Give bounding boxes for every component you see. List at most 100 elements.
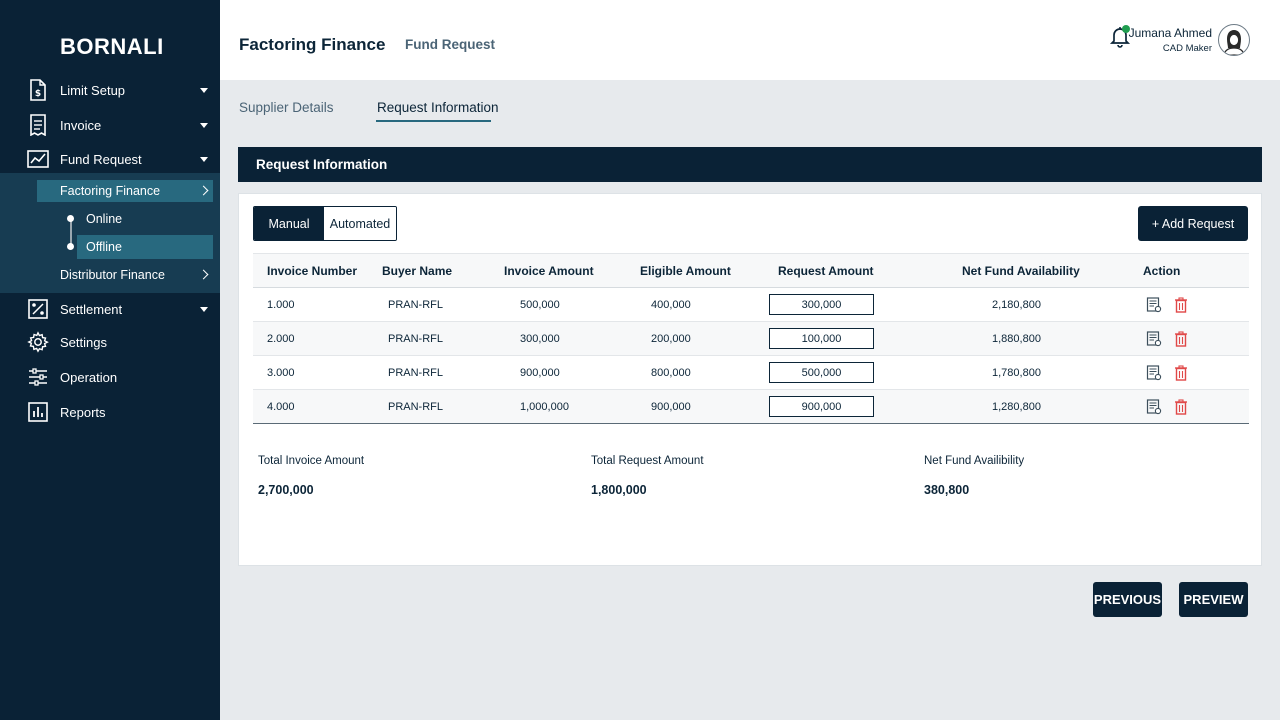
table-row: 2.000 PRAN-RFL 300,000 200,000 100,000 1… xyxy=(253,322,1249,356)
manual-toggle-button[interactable]: Manual xyxy=(254,207,324,240)
table-header: Invoice Number Buyer Name Invoice Amount… xyxy=(253,253,1249,288)
request-amount-input[interactable]: 300,000 xyxy=(769,294,874,315)
preview-button[interactable]: PREVIEW xyxy=(1179,582,1248,617)
sidebar-item-limit-setup[interactable]: $ Limit Setup xyxy=(0,73,220,107)
receipt-icon xyxy=(27,114,49,136)
sidebar-item-label: Operation xyxy=(60,369,118,385)
cell-net-fund: 2,180,800 xyxy=(992,299,1041,311)
svg-text:$: $ xyxy=(35,89,41,99)
sidebar-item-settlement[interactable]: Settlement xyxy=(0,292,220,326)
delete-icon[interactable] xyxy=(1174,399,1188,415)
cell-buyer-name: PRAN-RFL xyxy=(388,299,444,311)
total-invoice-value: 2,700,000 xyxy=(258,483,314,497)
active-tab-indicator xyxy=(376,120,491,122)
sidebar-item-label: Limit Setup xyxy=(60,82,126,98)
sidebar-item-label: Invoice xyxy=(60,117,102,133)
request-panel: Manual Automated + Add Request Invoice N… xyxy=(238,193,1262,566)
sidebar-item-label: Reports xyxy=(60,404,106,420)
tree-node-dot xyxy=(67,215,74,222)
caret-down-icon xyxy=(200,88,208,93)
cell-invoice-amount: 1,000,000 xyxy=(520,401,569,413)
tree-connector xyxy=(70,218,72,246)
cell-buyer-name: PRAN-RFL xyxy=(388,333,444,345)
column-header: Request Amount xyxy=(778,264,874,278)
total-invoice-label: Total Invoice Amount xyxy=(258,455,365,467)
sidebar-leaf-label: Offline xyxy=(86,240,122,254)
gear-icon xyxy=(27,331,49,353)
view-document-icon[interactable] xyxy=(1146,297,1162,313)
sidebar: BORNALI $ Limit Setup Invoice Fund Reque… xyxy=(0,0,220,720)
sidebar-item-offline[interactable]: Offline xyxy=(77,235,213,259)
request-amount-input[interactable]: 500,000 xyxy=(769,362,874,383)
user-name: Jumana Ahmed xyxy=(1128,26,1212,40)
sidebar-subitem-label: Distributor Finance xyxy=(60,268,165,282)
view-document-icon[interactable] xyxy=(1146,331,1162,347)
view-document-icon[interactable] xyxy=(1146,365,1162,381)
cell-invoice-number: 4.000 xyxy=(267,401,295,413)
sidebar-item-invoice[interactable]: Invoice xyxy=(0,108,220,142)
top-header: Factoring Finance Fund Request Jumana Ah… xyxy=(220,0,1280,80)
column-header: Net Fund Availability xyxy=(962,264,1080,278)
delete-icon[interactable] xyxy=(1174,365,1188,381)
percent-box-icon xyxy=(27,298,49,320)
caret-down-icon xyxy=(200,307,208,312)
caret-down-icon xyxy=(200,123,208,128)
total-request-label: Total Request Amount xyxy=(591,455,704,467)
cell-net-fund: 1,280,800 xyxy=(992,401,1041,413)
request-amount-input[interactable]: 900,000 xyxy=(769,396,874,417)
automated-toggle-button[interactable]: Automated xyxy=(324,207,396,240)
tree-node-dot xyxy=(67,243,74,250)
sidebar-item-distributor-finance[interactable]: Distributor Finance xyxy=(37,264,213,286)
chevron-right-icon xyxy=(198,185,209,196)
cell-eligible-amount: 900,000 xyxy=(651,401,691,413)
sliders-icon xyxy=(27,366,49,388)
cell-invoice-amount: 900,000 xyxy=(520,367,560,379)
notification-dot xyxy=(1122,25,1130,33)
section-header: Request Information xyxy=(238,147,1262,182)
sidebar-item-factoring-finance[interactable]: Factoring Finance xyxy=(37,180,213,202)
net-fund-value: 380,800 xyxy=(924,483,970,497)
sidebar-item-settings[interactable]: Settings xyxy=(0,325,220,359)
cell-invoice-number: 3.000 xyxy=(267,367,295,379)
sidebar-subitem-label: Factoring Finance xyxy=(60,184,161,198)
sidebar-item-reports[interactable]: Reports xyxy=(0,395,220,429)
bar-chart-icon xyxy=(27,401,49,423)
tab-supplier-details[interactable]: Supplier Details xyxy=(239,100,334,115)
cell-invoice-number: 1.000 xyxy=(267,299,295,311)
cell-buyer-name: PRAN-RFL xyxy=(388,367,444,379)
cell-invoice-amount: 300,000 xyxy=(520,333,560,345)
tab-request-information[interactable]: Request Information xyxy=(377,100,499,115)
page-title: Factoring Finance xyxy=(239,35,386,54)
add-request-button[interactable]: + Add Request xyxy=(1138,206,1248,241)
caret-down-icon xyxy=(200,157,208,162)
sidebar-item-online[interactable]: Online xyxy=(77,207,213,231)
request-amount-input[interactable]: 100,000 xyxy=(769,328,874,349)
delete-icon[interactable] xyxy=(1174,297,1188,313)
cell-net-fund: 1,780,800 xyxy=(992,367,1041,379)
avatar[interactable] xyxy=(1218,24,1250,56)
previous-button[interactable]: PREVIOUS xyxy=(1093,582,1162,617)
column-header: Action xyxy=(1143,264,1181,278)
cell-eligible-amount: 800,000 xyxy=(651,367,691,379)
cell-invoice-amount: 500,000 xyxy=(520,299,560,311)
sidebar-leaf-label: Online xyxy=(86,212,123,226)
trend-chart-icon xyxy=(27,148,49,170)
column-header: Buyer Name xyxy=(382,264,453,278)
sidebar-item-fund-request[interactable]: Fund Request xyxy=(0,142,220,176)
sidebar-item-label: Settlement xyxy=(60,301,123,317)
mode-toggle: Manual Automated xyxy=(253,206,397,241)
page-subtitle: Fund Request xyxy=(405,37,495,52)
column-header: Invoice Amount xyxy=(504,264,594,278)
sidebar-item-operation[interactable]: Operation xyxy=(0,360,220,394)
column-header: Invoice Number xyxy=(267,264,358,278)
sidebar-item-label: Settings xyxy=(60,334,107,350)
cell-eligible-amount: 200,000 xyxy=(651,333,691,345)
total-request-value: 1,800,000 xyxy=(591,483,647,497)
sidebar-item-label: Fund Request xyxy=(60,151,142,167)
net-fund-label: Net Fund Availibility xyxy=(924,455,1025,467)
delete-icon[interactable] xyxy=(1174,331,1188,347)
table-row: 4.000 PRAN-RFL 1,000,000 900,000 900,000… xyxy=(253,390,1249,424)
user-role: CAD Maker xyxy=(1162,43,1212,54)
view-document-icon[interactable] xyxy=(1146,399,1162,415)
chevron-right-icon xyxy=(198,269,209,280)
